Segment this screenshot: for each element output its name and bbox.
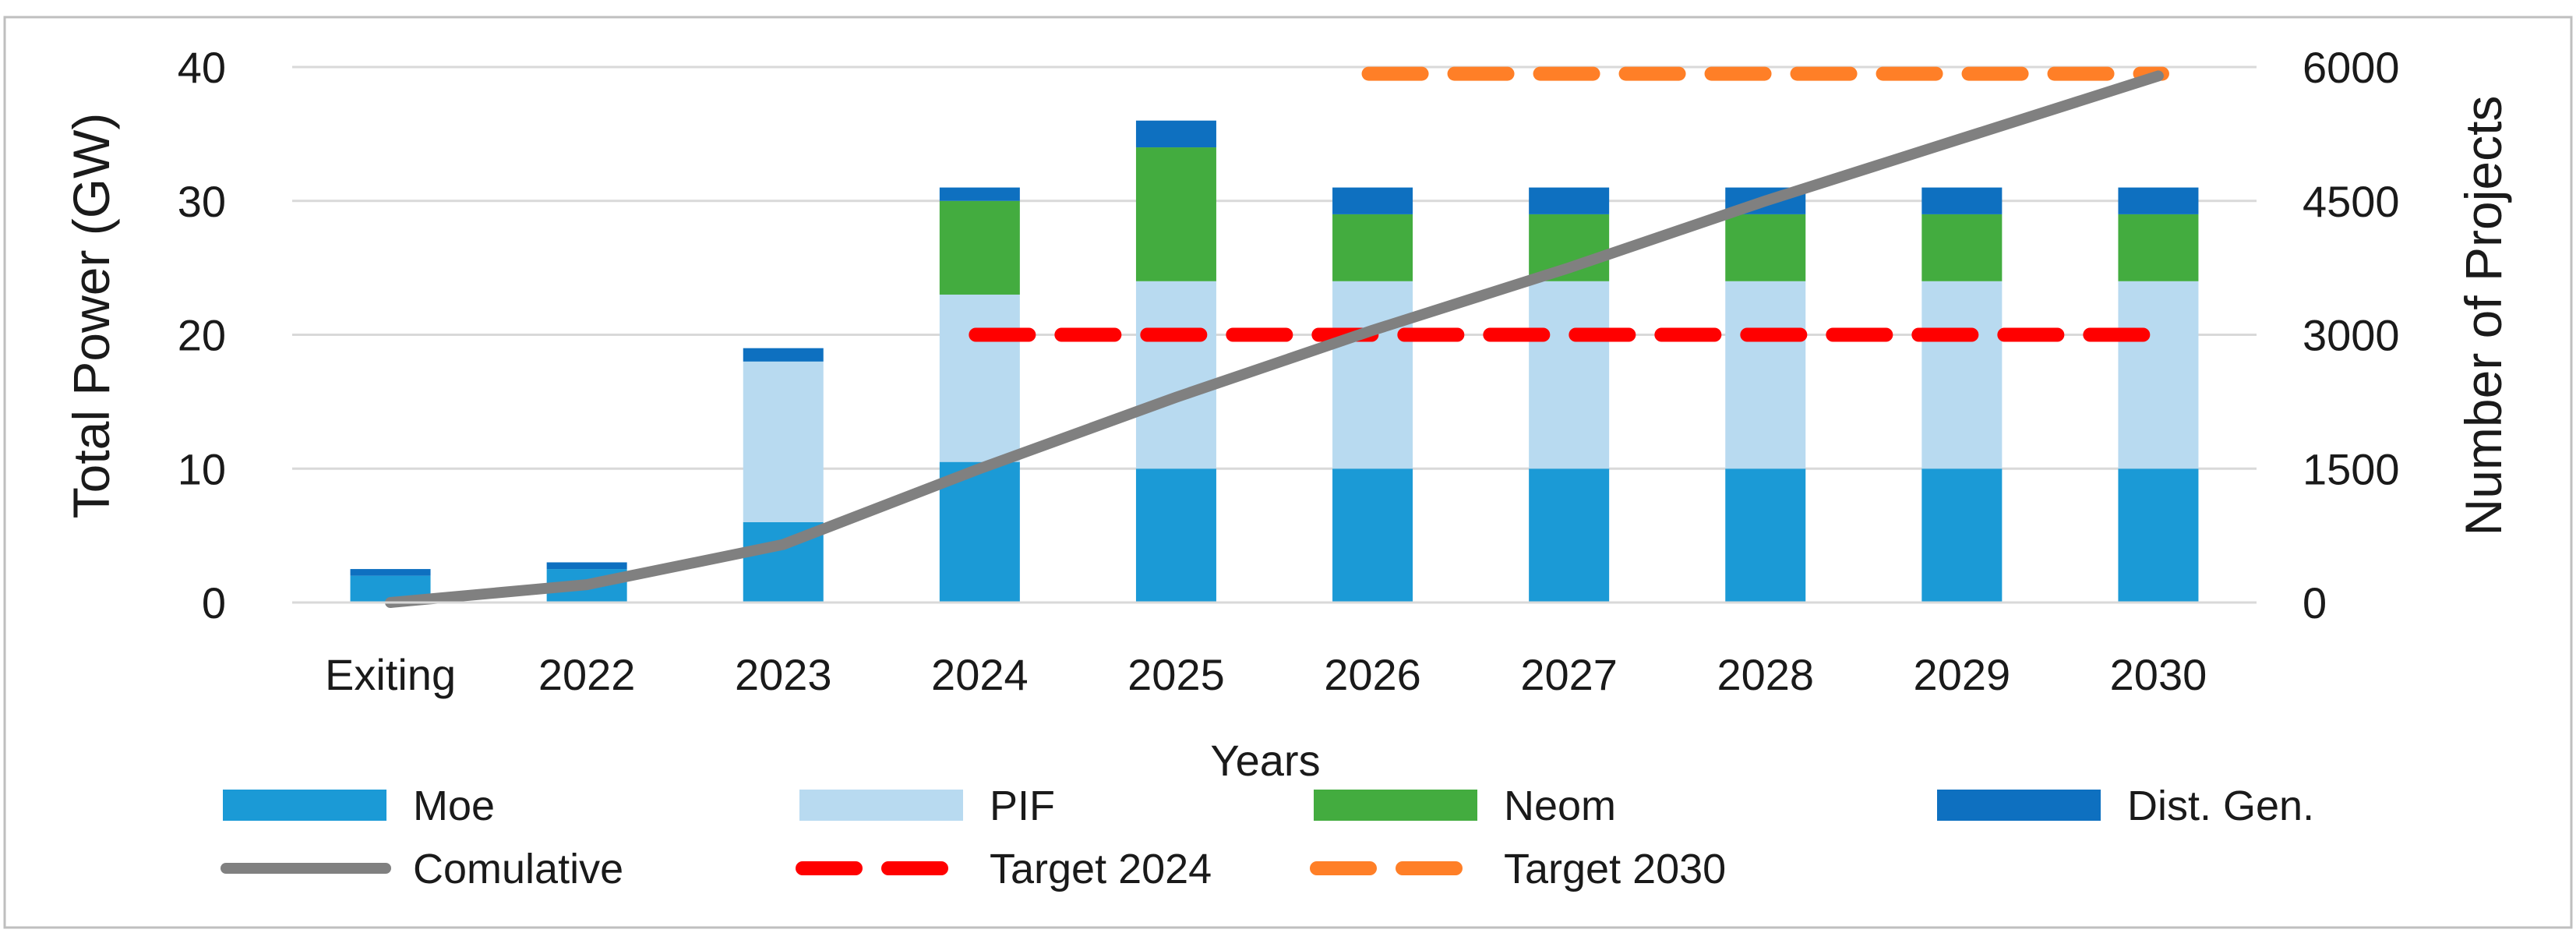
bar-dist-gen bbox=[939, 187, 1020, 201]
x-tick-label: 2029 bbox=[1914, 650, 2011, 699]
bar-dist-gen bbox=[546, 562, 627, 570]
x-axis-title: Years bbox=[1210, 736, 1320, 785]
x-tick-label: Exiting bbox=[325, 650, 456, 699]
bar-neom bbox=[939, 200, 1020, 295]
y2-tick-label: 6000 bbox=[2303, 43, 2400, 92]
x-tick-label: 2024 bbox=[931, 650, 1029, 699]
y2-tick-label: 4500 bbox=[2303, 177, 2400, 226]
bar-pif bbox=[1725, 281, 1806, 469]
bar-moe bbox=[1725, 468, 1806, 603]
legend-swatch-neom bbox=[1314, 790, 1477, 821]
bar-moe bbox=[1135, 468, 1216, 603]
x-tick-label: 2023 bbox=[735, 650, 832, 699]
bar-pif bbox=[1332, 281, 1413, 469]
bar-dist-gen bbox=[350, 569, 431, 576]
x-tick-label: 2026 bbox=[1324, 650, 1421, 699]
x-tick-label: 2025 bbox=[1127, 650, 1225, 699]
bar-pif bbox=[1529, 281, 1610, 469]
legend-label-dist-gen: Dist. Gen. bbox=[2127, 783, 2314, 829]
bar-pif bbox=[1135, 281, 1216, 469]
y-axis-title: Total Power (GW) bbox=[62, 113, 120, 519]
bar-dist-gen bbox=[1332, 187, 1413, 214]
legend-label-pif: PIF bbox=[990, 783, 1055, 829]
legend-label-target-2030: Target 2030 bbox=[1504, 846, 1726, 892]
legend-swatch-moe bbox=[223, 790, 386, 821]
bar-neom bbox=[1135, 147, 1216, 281]
legend-label-moe: Moe bbox=[413, 783, 495, 829]
x-tick-label: 2022 bbox=[538, 650, 636, 699]
bar-neom bbox=[1921, 214, 2003, 281]
legend-label-target-2024: Target 2024 bbox=[990, 846, 1212, 892]
bar-neom bbox=[1332, 214, 1413, 281]
y-tick-label: 40 bbox=[178, 43, 226, 92]
y-tick-label: 20 bbox=[178, 311, 226, 360]
x-tick-label: 2027 bbox=[1520, 650, 1618, 699]
bar-moe bbox=[939, 461, 1020, 603]
x-tick-label: 2030 bbox=[2110, 650, 2207, 699]
bar-neom bbox=[1725, 214, 1806, 281]
y-tick-label: 10 bbox=[178, 444, 226, 493]
bar-moe bbox=[1529, 468, 1610, 603]
bar-moe bbox=[1921, 468, 2003, 603]
bar-pif bbox=[1921, 281, 2003, 469]
bar-moe bbox=[1332, 468, 1413, 603]
legend-swatch-dist-gen bbox=[1937, 790, 2101, 821]
y2-tick-label: 1500 bbox=[2303, 444, 2400, 493]
bar-dist-gen bbox=[2118, 187, 2199, 214]
y2-axis-title: Number of Projects bbox=[2454, 96, 2512, 536]
bar-dist-gen bbox=[1529, 187, 1610, 214]
bar-neom bbox=[2118, 214, 2199, 281]
x-tick-label: 2028 bbox=[1717, 650, 1814, 699]
bar-pif bbox=[939, 294, 1020, 462]
legend-swatch-pif bbox=[799, 790, 963, 821]
y-tick-label: 30 bbox=[178, 177, 226, 226]
bar-pif bbox=[743, 361, 824, 522]
legend-label-neom: Neom bbox=[1504, 783, 1616, 829]
legend: Moe PIF Neom Dist. Gen. Comulative Target 202… bbox=[221, 783, 2314, 892]
legend-label-comulative: Comulative bbox=[413, 846, 623, 892]
y-tick-label: 0 bbox=[202, 578, 226, 627]
bar-dist-gen bbox=[743, 348, 824, 362]
line-cumulative bbox=[385, 70, 2164, 608]
bar-pif bbox=[2118, 281, 2199, 469]
y2-tick-label: 3000 bbox=[2303, 311, 2400, 360]
y2-tick-label: 0 bbox=[2303, 578, 2327, 627]
bar-dist-gen bbox=[1921, 187, 2003, 214]
bar-moe bbox=[2118, 468, 2199, 603]
bar-dist-gen bbox=[1135, 120, 1216, 148]
